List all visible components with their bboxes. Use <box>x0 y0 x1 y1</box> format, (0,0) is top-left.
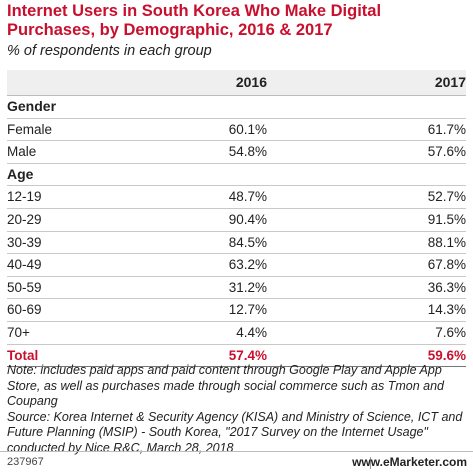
value-2017: 91.5% <box>427 211 466 227</box>
value-2016: 31.2% <box>228 279 267 295</box>
value-2016: 84.5% <box>228 234 267 250</box>
chart-id: 237967 <box>7 456 44 468</box>
row-label: 60-69 <box>7 302 42 318</box>
total-label: Total <box>7 347 39 363</box>
value-2017: 57.6% <box>427 144 466 160</box>
table-row: 40-49 63.2% 67.8% <box>7 254 466 277</box>
table-row: 30-39 84.5% 88.1% <box>7 232 466 255</box>
value-2017: 14.3% <box>427 302 466 318</box>
row-label: 20-29 <box>7 211 42 227</box>
value-2017: 7.6% <box>435 324 466 340</box>
column-header-2017: 2017 <box>434 74 466 90</box>
group-label: Gender <box>7 98 57 114</box>
value-2017: 88.1% <box>427 234 466 250</box>
data-table: 2016 2017 Gender Female 60.1% 61.7% Male… <box>7 70 466 368</box>
table-row: 50-59 31.2% 36.3% <box>7 277 466 300</box>
value-2016: 60.1% <box>228 121 267 137</box>
row-label: Male <box>7 144 37 160</box>
source-text: Source: Korea Internet & Security Agency… <box>7 409 463 455</box>
value-2016: 63.2% <box>228 257 267 273</box>
row-label: 70+ <box>7 324 30 340</box>
notes: Note: includes paid apps and paid conten… <box>7 363 469 456</box>
value-2016: 54.8% <box>228 144 267 160</box>
row-label: 30-39 <box>7 234 42 250</box>
group-row-age: Age <box>7 164 466 187</box>
row-label: 12-19 <box>7 189 42 205</box>
row-label: 40-49 <box>7 257 42 273</box>
value-2016: 48.7% <box>228 189 267 205</box>
table-row: 12-19 48.7% 52.7% <box>7 186 466 209</box>
group-label: Age <box>7 165 34 182</box>
value-2016: 4.4% <box>236 324 267 340</box>
value-2017: 52.7% <box>427 189 466 205</box>
note-text: Note: includes paid apps and paid conten… <box>7 363 445 408</box>
value-2017: 61.7% <box>427 121 466 137</box>
value-2017: 36.3% <box>427 279 466 295</box>
value-2016: 90.4% <box>228 211 267 227</box>
chart-title: Internet Users in South Korea Who Make D… <box>7 2 382 39</box>
total-value-2016: 57.4% <box>228 347 267 363</box>
table-header: 2016 2017 <box>7 70 466 96</box>
brand-link[interactable]: www.eMarketer.com <box>352 455 467 469</box>
row-label: 50-59 <box>7 279 42 295</box>
chart-subtitle: % of respondents in each group <box>7 43 212 59</box>
group-row-gender: Gender <box>7 96 466 119</box>
footer: 237967 www.eMarketer.com <box>0 451 473 474</box>
column-header-2016: 2016 <box>235 74 267 90</box>
table-row: 20-29 90.4% 91.5% <box>7 209 466 232</box>
table-row: Male 54.8% 57.6% <box>7 141 466 164</box>
table-row: 60-69 12.7% 14.3% <box>7 299 466 322</box>
value-2016: 12.7% <box>228 302 267 318</box>
value-2017: 67.8% <box>427 257 466 273</box>
table-row: Female 60.1% 61.7% <box>7 119 466 142</box>
row-label: Female <box>7 121 53 137</box>
table-row: 70+ 4.4% 7.6% <box>7 322 466 345</box>
total-row: Total 57.4% 59.6% <box>7 345 466 368</box>
footer-divider <box>370 457 371 469</box>
total-value-2017: 59.6% <box>427 347 466 363</box>
